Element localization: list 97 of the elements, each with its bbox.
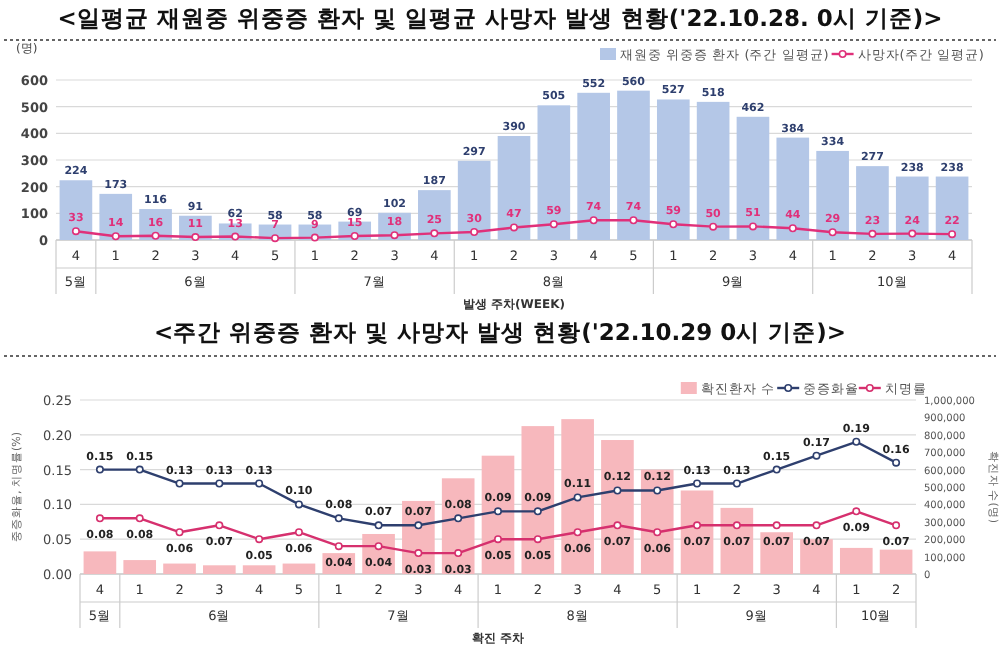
point [549,220,558,229]
point [669,220,678,229]
chart-title: <일평균 재원중 위중증 환자 및 일평균 사망자 발생 현황('22.10.28. 0시 기준)> [57,4,943,32]
point [812,451,821,460]
bar [856,166,889,240]
point [271,234,280,243]
bar [816,150,849,240]
point [294,528,303,537]
point [788,224,797,233]
point [908,229,917,238]
bar [418,190,451,240]
bar [776,137,810,240]
point [231,232,240,241]
chart-title: <주간 위중증 환자 및 사망자 발생 현황('22.10.29 0시 기준)> [153,318,847,346]
bar [879,549,913,574]
point [470,228,479,236]
point [191,233,200,242]
point [693,479,702,488]
bar [696,101,730,240]
bar [680,490,714,574]
point [255,479,264,488]
point [732,479,741,488]
point [589,216,598,225]
point [414,521,423,530]
point [414,549,423,558]
point [95,465,104,474]
point [653,528,662,537]
bar [577,92,610,240]
bar [561,419,594,574]
point [613,521,622,530]
bar [800,539,833,574]
point [374,542,383,551]
bar [123,560,157,574]
bar [457,160,491,240]
point [868,229,877,238]
point [533,535,542,544]
point [812,521,821,530]
point [828,228,837,237]
point [629,216,638,225]
bar [935,176,969,240]
point [852,437,861,446]
point [613,486,622,495]
point [709,222,718,231]
bar [839,547,873,574]
point [334,514,343,523]
bar [537,105,571,240]
point [573,493,582,502]
bar [617,90,650,240]
point [454,549,463,558]
point [390,231,399,240]
point [510,223,518,232]
point [653,486,662,495]
point [310,233,319,242]
point [175,479,184,488]
point [215,479,224,488]
bar [59,180,93,240]
point [852,507,861,516]
point [892,458,901,467]
point [175,528,184,537]
point [533,507,542,516]
point [494,535,502,544]
point [948,230,957,239]
point [95,514,104,523]
bar [497,136,531,240]
point [334,542,343,551]
bar [656,99,690,240]
bar [521,426,555,574]
point [135,514,144,523]
point [454,514,463,523]
point [255,535,264,544]
point [573,528,582,537]
point [215,521,224,530]
point [494,507,502,516]
bar [163,563,196,574]
point [71,227,80,236]
point [693,521,702,530]
point [430,229,439,238]
point [748,222,757,231]
bar [895,176,929,240]
point [374,521,383,530]
bar [601,440,634,574]
point [135,465,144,474]
point [772,521,781,530]
point [892,521,901,530]
point [151,231,160,240]
bar [736,116,770,240]
bar [242,565,276,574]
point [772,465,781,474]
bar [282,563,316,574]
bar [760,532,793,574]
bar [203,565,236,574]
point [350,232,359,240]
point [111,232,120,241]
bar [83,551,117,574]
point [294,500,303,509]
point [732,521,741,530]
bar [720,507,754,574]
